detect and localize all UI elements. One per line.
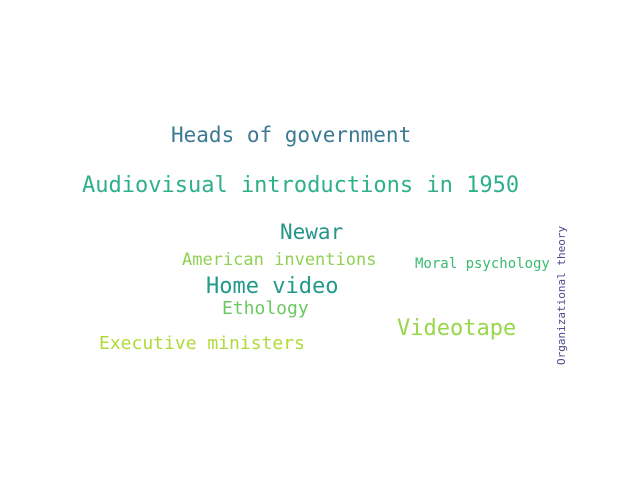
word-videotape: Videotape [397,316,517,341]
word-executive-ministers: Executive ministers [99,333,305,354]
word-home-video: Home video [206,274,339,299]
word-american-inventions: American inventions [182,250,377,270]
word-heads-of-government: Heads of government [171,123,412,147]
word-moral-psychology: Moral psychology [415,256,550,272]
word-newar: Newar [280,220,344,244]
word-audiovisual-introductions-1950: Audiovisual introductions in 1950 [82,173,520,198]
word-ethology: Ethology [222,298,309,319]
word-organizational-theory: Organizational theory [555,225,568,365]
